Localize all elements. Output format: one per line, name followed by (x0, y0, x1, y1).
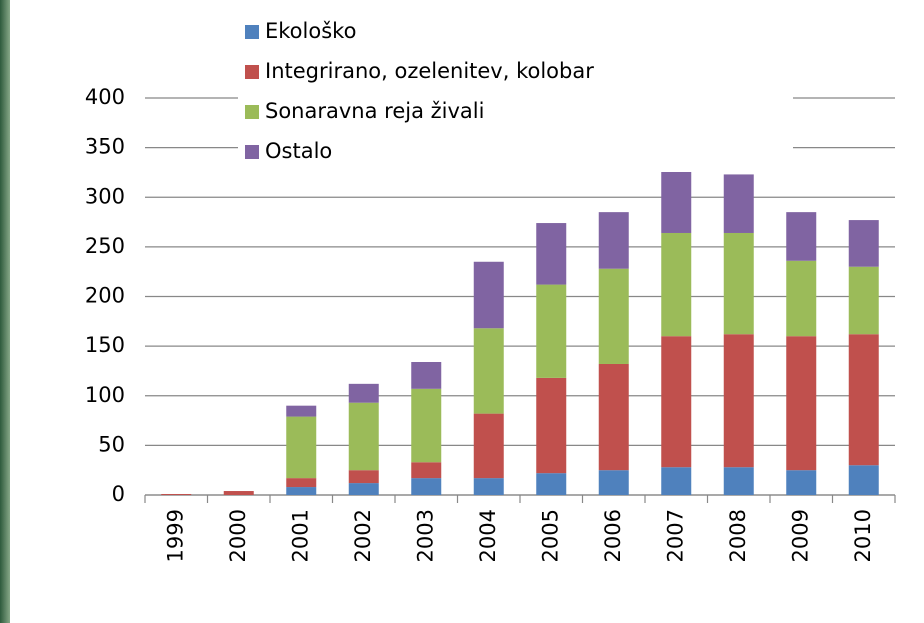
y-tick-label: 50 (98, 432, 125, 456)
bar-segment (536, 223, 567, 285)
y-tick-label: 250 (85, 234, 125, 258)
bar-segment (848, 465, 879, 495)
bar-segment (473, 413, 504, 479)
bar-segment (723, 467, 754, 495)
x-tick-label: 2002 (351, 509, 375, 562)
legend-label: Ekološko (265, 19, 356, 43)
legend-swatch (245, 145, 259, 159)
bar-segment (411, 362, 442, 389)
legend-label: Ostalo (265, 139, 332, 163)
bar-segment (723, 174, 754, 233)
y-tick-label: 0 (112, 482, 125, 506)
x-tick-label: 2005 (538, 509, 562, 562)
bar-segment (223, 491, 254, 495)
legend-label: Sonaravna reja živali (265, 99, 484, 123)
bar-segment (598, 363, 629, 471)
bar-segment (536, 473, 567, 495)
x-tick-label: 2008 (726, 509, 750, 562)
bar-segment (598, 212, 629, 269)
bar-segment (161, 494, 192, 495)
y-tick-label: 350 (85, 135, 125, 159)
y-tick-label: 100 (85, 383, 125, 407)
bar-segment (348, 402, 379, 471)
bar-segment (473, 328, 504, 414)
legend-label: Integrirano, ozelenitev, kolobar (265, 59, 594, 83)
bar-segment (286, 487, 317, 495)
bar-segment (723, 232, 754, 335)
bar-segment (848, 334, 879, 466)
bar-segment (286, 405, 317, 417)
x-tick-label: 1999 (163, 509, 187, 562)
x-tick-label: 2004 (476, 509, 500, 562)
legend-swatch (245, 65, 259, 79)
bar-segment (786, 260, 817, 337)
bar-segment (286, 416, 317, 479)
bar-segment (661, 467, 692, 495)
bar-segment (723, 334, 754, 468)
bar-segment (598, 268, 629, 364)
bar-segment (786, 336, 817, 471)
bar-segment (411, 462, 442, 479)
x-tick-label: 2007 (663, 509, 687, 562)
bar-segment (848, 220, 879, 267)
y-tick-label: 300 (85, 184, 125, 208)
bar-segment (786, 470, 817, 495)
bar-segment (348, 483, 379, 495)
x-tick-label: 2000 (226, 509, 250, 562)
bar-segment (598, 470, 629, 495)
bar-segment (536, 284, 567, 378)
y-tick-label: 400 (85, 85, 125, 109)
y-tick-label: 150 (85, 333, 125, 357)
bar-segment (661, 336, 692, 468)
bar-segment (661, 232, 692, 337)
x-tick-label: 2003 (413, 509, 437, 562)
bar-segment (661, 171, 692, 233)
bar-segment (348, 383, 379, 403)
bar-segment (411, 388, 442, 463)
bar-segment (411, 478, 442, 495)
x-tick-label: 2010 (851, 509, 875, 562)
bar-segment (848, 266, 879, 335)
legend-swatch (245, 25, 259, 39)
legend-box (238, 12, 793, 172)
x-tick-label: 2009 (788, 509, 812, 562)
bar-segment (473, 478, 504, 495)
bar-segment (348, 470, 379, 484)
x-tick-label: 2006 (601, 509, 625, 562)
bar-segment (286, 478, 317, 488)
x-tick-label: 2001 (288, 509, 312, 562)
bar-segment (473, 261, 504, 329)
legend-swatch (245, 105, 259, 119)
bar-segment (786, 212, 817, 261)
y-tick-label: 200 (85, 284, 125, 308)
bars: 1999 2000 2001 2002 2003 2004 2005 2006 2007 2008… (161, 171, 879, 562)
legend: Ekološko Integrirano, ozelenitev, kolobar… (238, 12, 793, 172)
bar-segment (536, 377, 567, 474)
